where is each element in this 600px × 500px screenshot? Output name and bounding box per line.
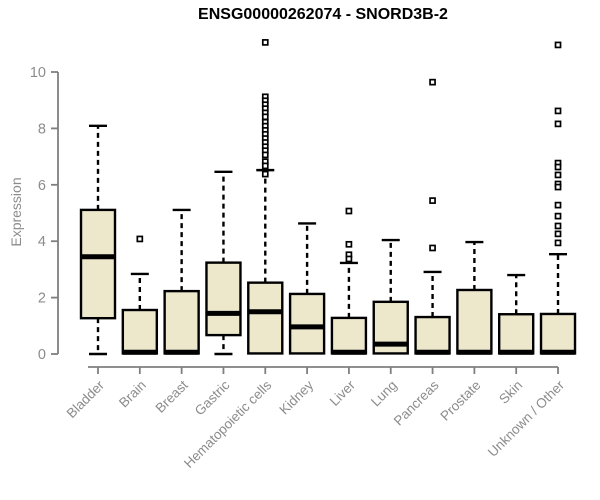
iqr-box [163,289,200,355]
boxplot-prostate [456,240,493,355]
iqr-box [288,292,326,355]
x-category-label: Gastric [192,377,233,418]
y-tick-label: 8 [38,121,46,137]
outlier-point [554,239,562,247]
y-axis: 0 2 4 6 8 10 [30,65,59,363]
chart-title: ENSG00000262074 - SNORD3B-2 [198,6,448,23]
x-category-label: Lung [368,378,400,410]
outlier-point [554,212,562,220]
y-tick-label: 4 [38,234,46,250]
iqr-box [498,313,535,355]
x-category-label: Liver [327,377,359,409]
x-category-label: Brain [116,378,149,411]
outlier-point [261,39,269,46]
boxplot-unknown-other [539,41,577,355]
outlier-point [554,163,562,171]
boxplot-liver [330,207,368,355]
y-tick-label: 6 [38,178,46,194]
outlier-point [554,201,562,209]
x-category-label: Breast [153,377,191,415]
boxplot-pancreas [414,78,451,355]
iqr-box [330,316,368,355]
y-tick-label: 10 [30,65,46,81]
boxplot-skin [498,273,535,355]
boxplot-brain [121,235,159,355]
boxplot-kidney [288,222,326,355]
iqr-box [205,261,242,337]
iqr-box [539,312,577,355]
outlier-point [554,183,562,191]
x-category-label: Skin [496,378,525,407]
boxplot-lung [372,238,409,355]
outlier-point [554,171,562,179]
outlier-point [261,151,269,159]
outlier-point [429,197,436,204]
outlier-point [554,222,562,230]
outlier-point [136,235,144,243]
outlier-point [261,170,269,178]
outlier-point [429,244,436,252]
x-category-label: Pancreas [391,377,442,428]
iqr-box [79,208,117,320]
outlier-point [345,207,353,215]
iqr-box [414,315,451,355]
x-category-label: Unknown / Other [485,377,568,460]
x-category-label: Kidney [276,377,316,417]
iqr-box [121,308,159,355]
x-category-label: Prostate [437,378,483,424]
outlier-point [554,107,562,115]
boxplot-breast [163,208,200,355]
y-tick-label: 0 [38,347,46,363]
outlier-point [261,113,269,121]
outlier-point [554,230,562,238]
boxplot-hematopoietic-cells [247,39,284,355]
boxplot-gastric [205,170,242,356]
outlier-point [554,41,562,49]
iqr-box [456,288,493,355]
iqr-box [247,281,284,355]
outlier-point [345,240,353,248]
outlier-point [429,78,436,86]
y-tick-label: 2 [38,291,46,307]
outlier-point [554,120,562,128]
outlier-point [261,162,269,170]
x-category-label: Bladder [64,377,108,421]
boxplot-bladder [79,124,117,356]
outlier-point [345,255,353,263]
